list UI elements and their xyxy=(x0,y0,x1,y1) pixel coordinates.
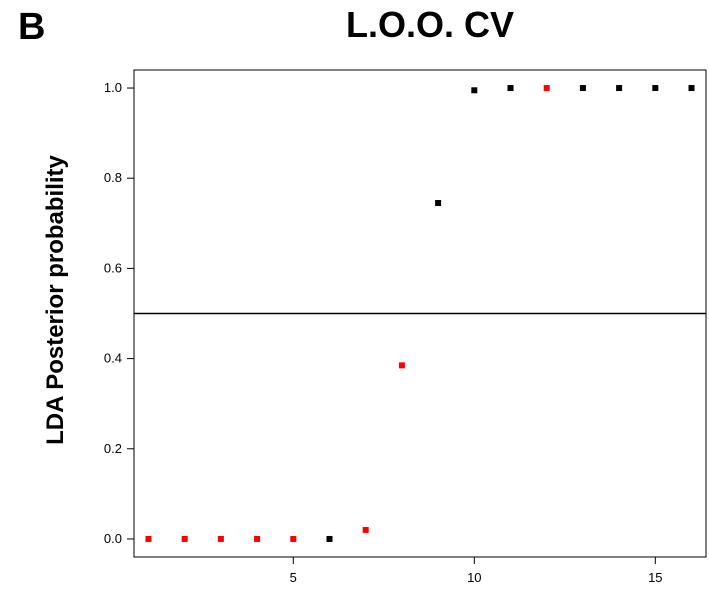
x-tick-label: 5 xyxy=(290,570,297,585)
data-point xyxy=(145,535,152,542)
data-point xyxy=(398,362,405,369)
data-point xyxy=(290,535,297,542)
data-point xyxy=(471,87,478,94)
data-point xyxy=(652,85,659,92)
data-point xyxy=(435,200,442,207)
data-point xyxy=(688,85,695,92)
data-point xyxy=(579,85,586,92)
chart-title: L.O.O. CV xyxy=(345,4,514,45)
y-axis: 0.0 0.2 0.4 0.6 0.8 1.0 xyxy=(104,80,134,546)
data-point xyxy=(326,535,333,542)
y-tick-label: 0.0 xyxy=(104,531,122,546)
y-tick-label: 0.2 xyxy=(104,441,122,456)
data-point xyxy=(543,85,550,92)
data-point xyxy=(362,526,369,533)
data-point xyxy=(181,535,188,542)
data-point xyxy=(254,535,261,542)
y-tick-label: 0.8 xyxy=(104,170,122,185)
y-tick-label: 0.6 xyxy=(104,260,122,275)
data-point xyxy=(507,85,514,92)
y-tick-label: 1.0 xyxy=(104,80,122,95)
data-point xyxy=(616,85,623,92)
panel-letter: B xyxy=(18,6,46,48)
x-axis: 5 10 15 xyxy=(290,557,663,585)
x-tick-label: 15 xyxy=(648,570,662,585)
y-tick-label: 0.4 xyxy=(104,351,122,366)
x-tick-label: 10 xyxy=(467,570,481,585)
data-point xyxy=(217,535,224,542)
data-points xyxy=(145,85,695,542)
